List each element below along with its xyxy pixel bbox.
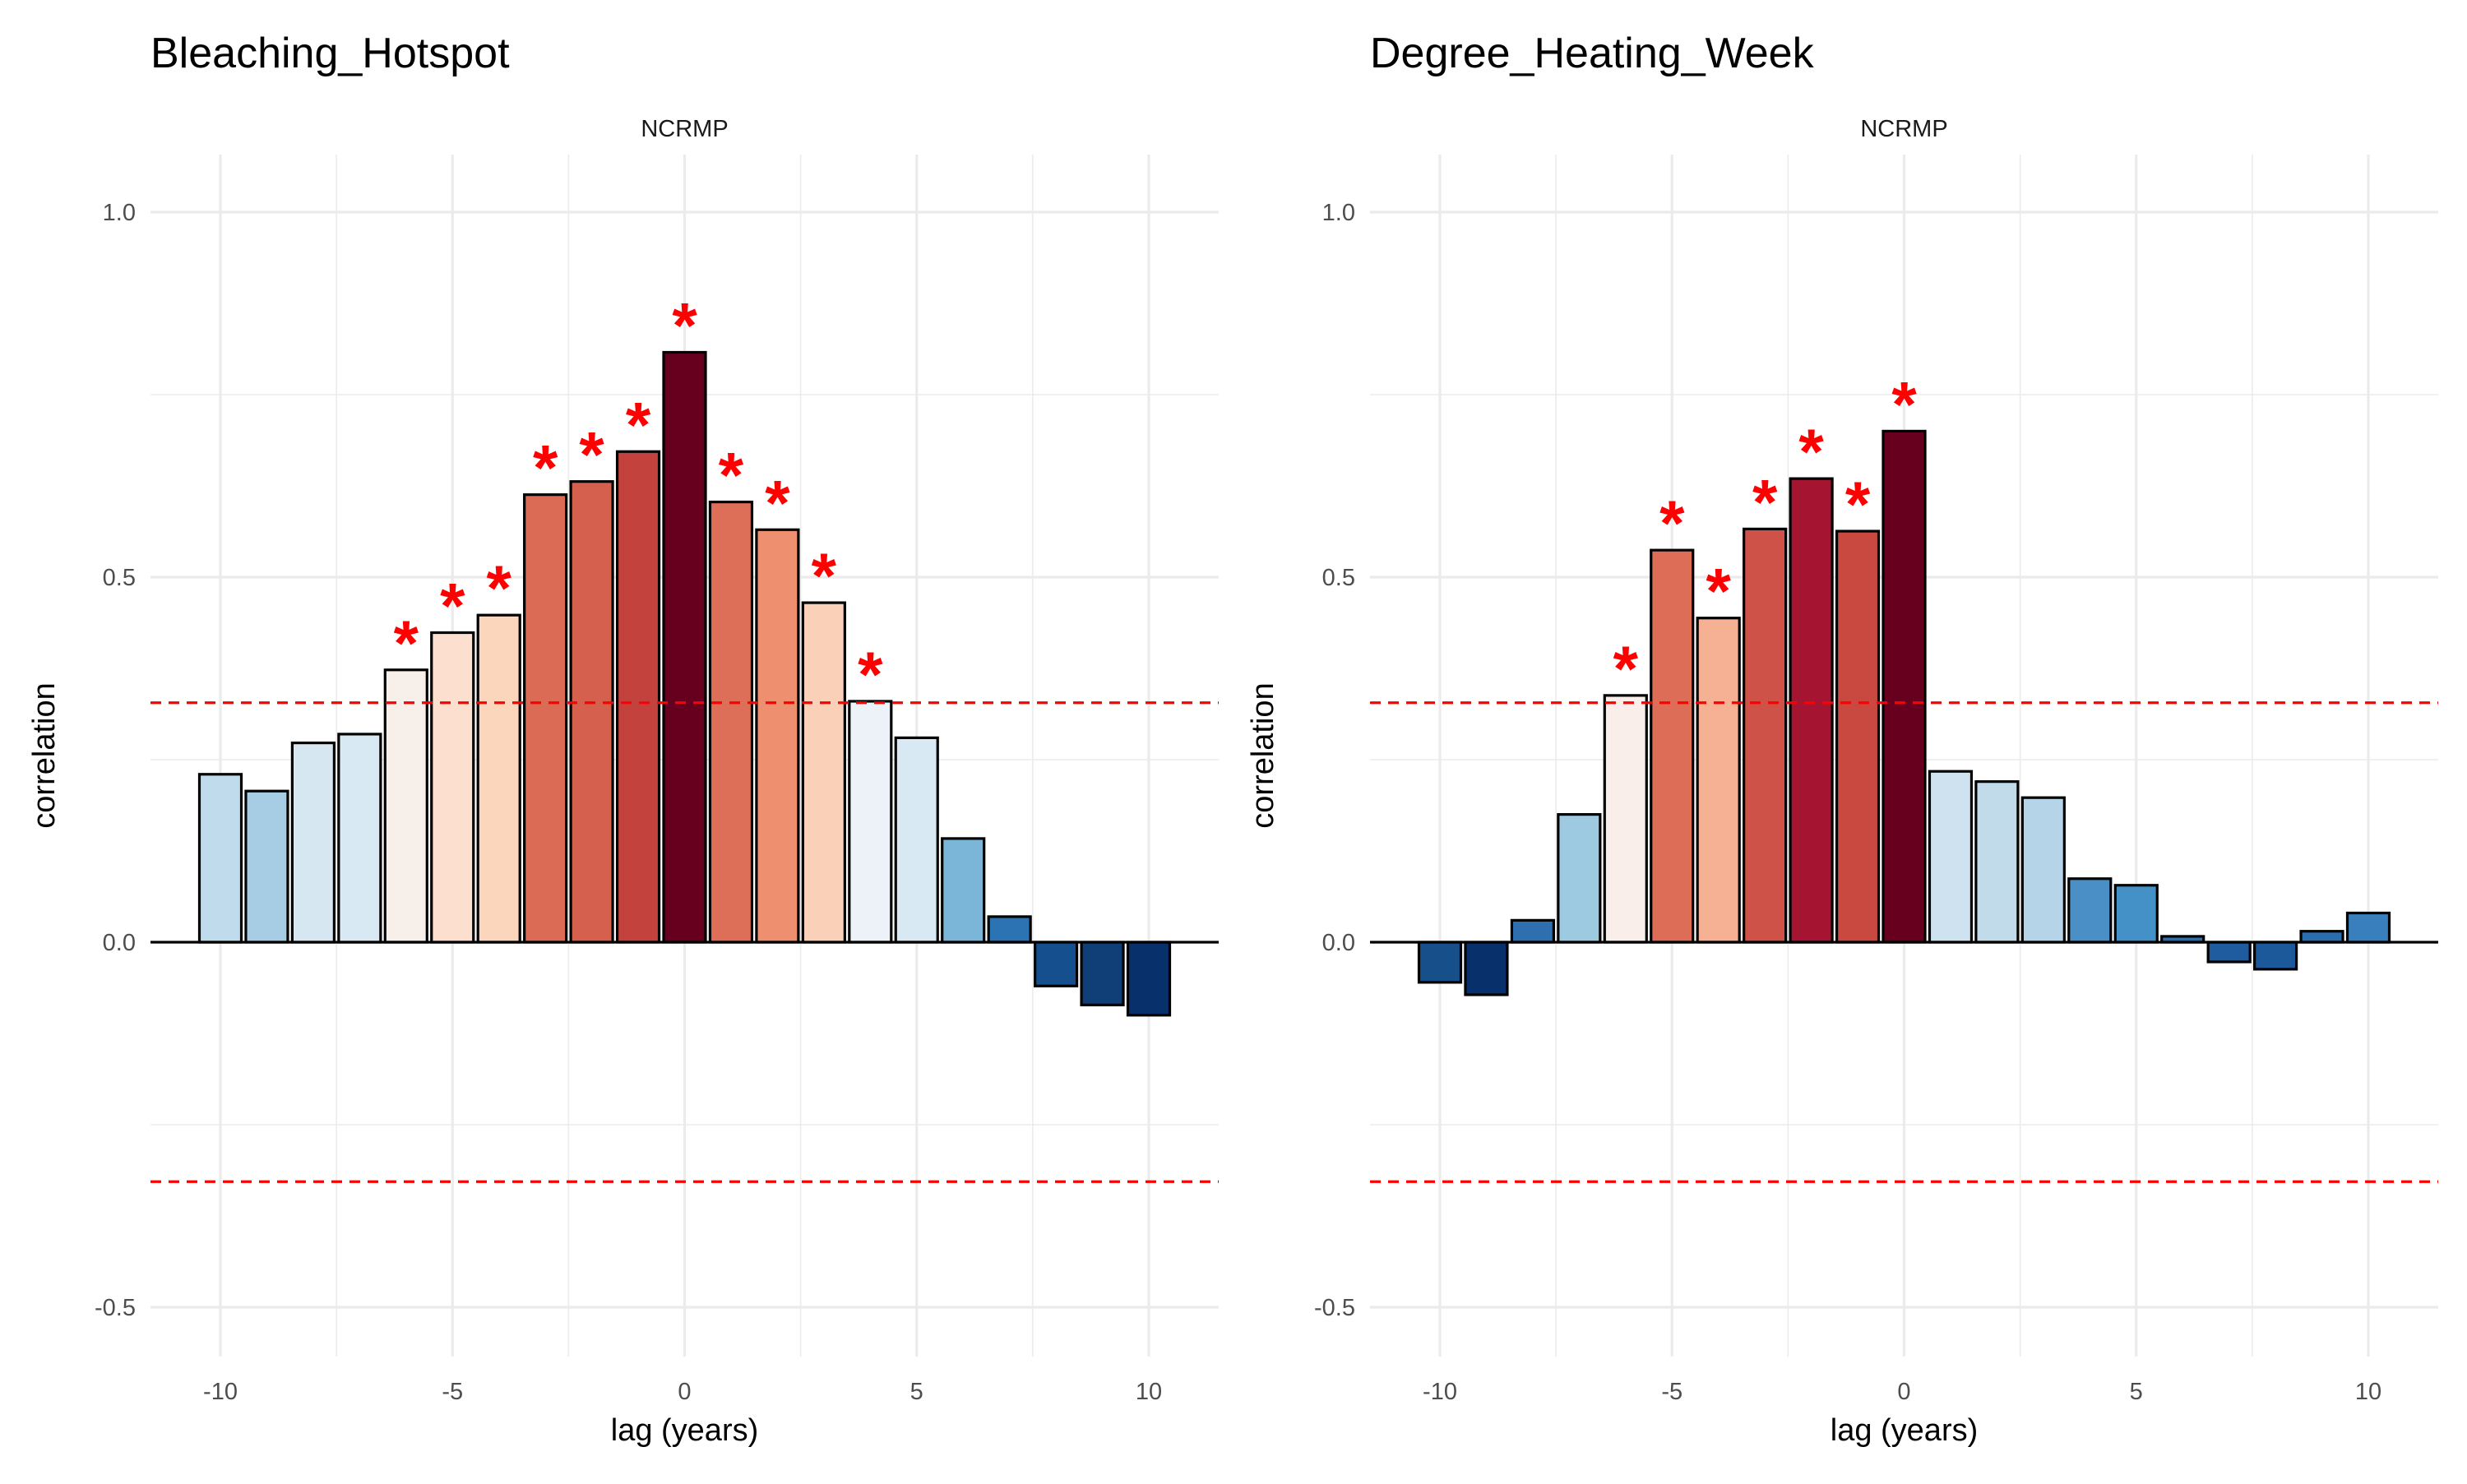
significance-marker: *	[1891, 368, 1917, 440]
x-tick-label: 10	[2355, 1379, 2381, 1405]
x-tick-label: 0	[1897, 1379, 1910, 1405]
x-axis-title: lag (years)	[611, 1413, 759, 1448]
significance-marker: *	[765, 466, 790, 539]
significance-marker: *	[626, 388, 651, 460]
bar-lag--2	[1789, 477, 1834, 944]
bar-lag-10	[1126, 941, 1172, 1017]
bar-lag--8	[290, 741, 336, 944]
chart-title: Bleaching_Hotspot	[150, 30, 510, 77]
bar-lag--10	[1417, 941, 1463, 984]
significance-marker: *	[487, 552, 512, 624]
y-tick-label: 1.0	[103, 200, 136, 226]
y-tick-label: 0.0	[103, 930, 136, 956]
bar-lag--9	[244, 789, 289, 944]
panel-1: * * * * * * * * * * * -0.5 0.0 0.5 1.0 -10 -5 0 5 10 lag (ye…	[27, 30, 1219, 1448]
bar-lag-2	[1974, 780, 2020, 944]
x-tick-label: 10	[1136, 1379, 1162, 1405]
y-tick-label: 0.5	[103, 565, 136, 591]
bar-lag--2	[569, 480, 614, 944]
x-tick-label: -10	[1423, 1379, 1457, 1405]
significance-marker: *	[858, 638, 883, 710]
significance-marker: *	[1659, 487, 1685, 559]
bar-lag-1	[708, 500, 754, 944]
bar-lag--3	[1743, 527, 1788, 944]
x-tick-label: 5	[910, 1379, 923, 1405]
bar-lag-2	[755, 528, 800, 944]
bar-lag--5	[1650, 548, 1695, 944]
bar-lag-0	[1881, 429, 1927, 944]
bar-lag--5	[430, 631, 475, 944]
significance-marker: *	[1752, 465, 1778, 538]
bar-lag--10	[197, 773, 243, 944]
bar-lag--4	[1696, 617, 1741, 944]
significance-marker: *	[1706, 555, 1732, 627]
y-axis-title: correlation	[27, 682, 62, 828]
bar-lag-5	[2113, 884, 2159, 944]
bar-lag--4	[476, 613, 521, 944]
significance-marker: *	[1845, 468, 1871, 540]
bar-lag-5	[894, 736, 939, 944]
x-tick-label: 0	[678, 1379, 691, 1405]
x-tick-label: -5	[1661, 1379, 1682, 1405]
significance-marker: *	[1613, 632, 1639, 705]
significance-marker: *	[1798, 415, 1824, 488]
bar-lag--7	[1557, 812, 1602, 944]
bar-lag--8	[1510, 918, 1556, 944]
facet-label: NCRMP	[641, 116, 728, 142]
y-tick-label: 0.5	[1322, 565, 1355, 591]
bar-lag-6	[941, 837, 986, 944]
significance-marker: *	[533, 432, 558, 504]
bar-lag-10	[2345, 911, 2391, 944]
y-tick-label: -0.5	[95, 1295, 136, 1321]
significance-marker: *	[719, 439, 744, 511]
significance-marker: *	[812, 539, 837, 612]
bar-lag-3	[2020, 796, 2066, 944]
bar-lag-0	[662, 350, 707, 944]
panel-2: * * * * * * * -0.5 0.0 0.5 1.0 -10 -5 0 5 10 lag (years)…	[1246, 30, 2438, 1448]
significance-marker: *	[579, 418, 604, 491]
bar-lag--9	[1464, 941, 1509, 996]
x-tick-label: 5	[2130, 1379, 2143, 1405]
chart-title: Degree_Heating_Week	[1370, 30, 1815, 77]
y-tick-label: 1.0	[1322, 200, 1355, 226]
bar-lag--7	[337, 733, 382, 944]
bar-lag-7	[987, 915, 1032, 944]
facet-label: NCRMP	[1860, 116, 1947, 142]
x-tick-label: -10	[203, 1379, 238, 1405]
bar-lag-8	[1033, 941, 1079, 987]
x-tick-label: -5	[442, 1379, 463, 1405]
bar-lag-9	[1080, 941, 1125, 1006]
bar-lag-7	[2206, 941, 2252, 964]
significance-marker: *	[672, 289, 697, 361]
bar-lag--1	[1835, 529, 1881, 944]
x-axis-title: lag (years)	[1831, 1413, 1979, 1448]
y-tick-label: -0.5	[1314, 1295, 1355, 1321]
bar-lag-4	[2067, 877, 2113, 944]
bar-lag-9	[2299, 930, 2344, 944]
bar-lag--1	[615, 450, 661, 944]
bar-lag--3	[523, 493, 568, 944]
bar-lag--6	[1603, 694, 1648, 944]
bar-lag-4	[848, 700, 893, 944]
bar-lag-8	[2253, 941, 2298, 971]
y-tick-label: 0.0	[1322, 930, 1355, 956]
significance-marker: *	[440, 569, 465, 641]
y-axis-title: correlation	[1246, 682, 1280, 828]
bar-lag-1	[1928, 770, 1974, 944]
bar-lag-3	[801, 601, 846, 944]
significance-marker: *	[394, 607, 419, 679]
bar-lag--6	[383, 668, 428, 944]
